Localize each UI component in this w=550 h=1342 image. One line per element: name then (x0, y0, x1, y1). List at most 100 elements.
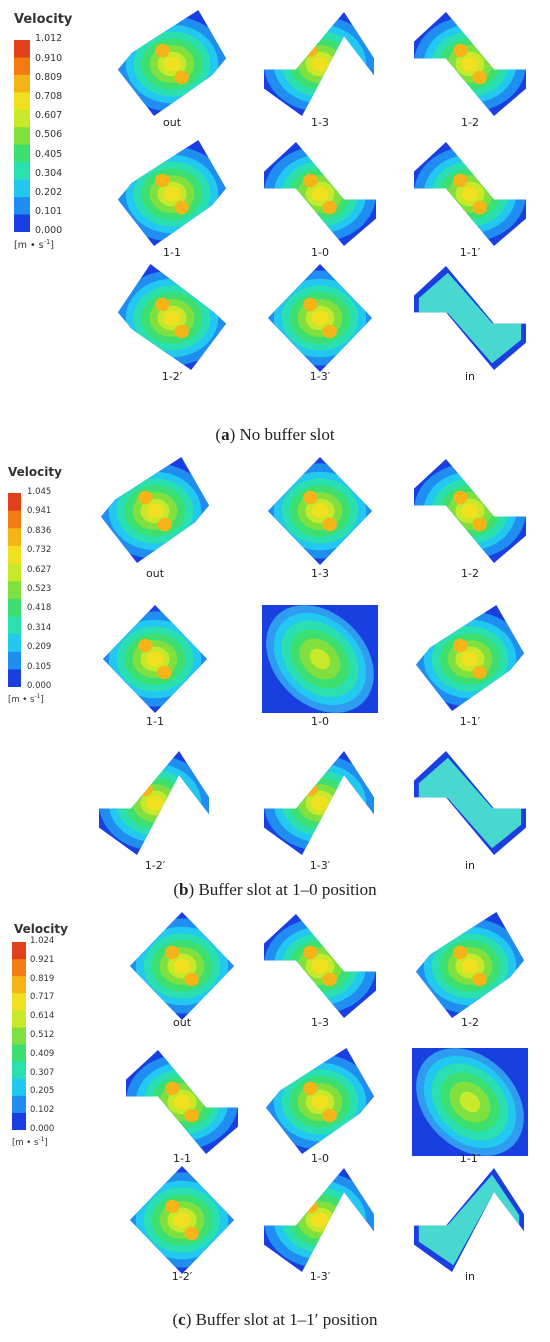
colorbar-tick-label: 1.045 (27, 487, 52, 498)
caption-text: Buffer slot at 1–0 position (198, 880, 377, 899)
colorbar-tick-label: 1.024 (30, 936, 55, 947)
colorbar-segment (8, 598, 21, 617)
colorbar-segment (8, 581, 21, 600)
slice-label: in (464, 859, 476, 872)
colorbar-tick-label: 0.607 (35, 110, 63, 122)
colorbar-tick-label: 0.512 (30, 1030, 55, 1041)
contour-slice-1-1′ (416, 605, 524, 711)
colorbar-tick-label: 0.000 (30, 1124, 55, 1135)
colorbar-segment (12, 1095, 26, 1114)
slice-label: 1-3 (311, 116, 329, 129)
caption-text: Buffer slot at 1–1′ position (195, 1310, 378, 1329)
colorbar-segment (8, 563, 21, 582)
colorbar-tick-label: 0.409 (30, 1048, 55, 1059)
slice-label: out (162, 116, 182, 129)
contour-slice-1-3 (268, 457, 372, 565)
colorbar-segment (12, 1112, 26, 1130)
colorbar-segment (8, 510, 21, 529)
slice-label: out (145, 567, 165, 580)
slice-label: 1-3′ (309, 370, 331, 383)
colorbar-segment (8, 493, 21, 512)
colorbar-tick-label: 0.809 (35, 71, 63, 83)
slice-label: in (464, 370, 476, 383)
contour-slice-in (414, 751, 526, 855)
colorbar-segment (8, 616, 21, 635)
colorbar-tick-label: 0.941 (27, 506, 52, 517)
contour-slice-1-2′ (118, 264, 226, 370)
colorbar (14, 40, 30, 232)
colorbar-segment (12, 976, 26, 994)
slice-label: 1-1 (146, 715, 164, 728)
colorbar-segment (14, 109, 30, 128)
colorbar-segment (12, 959, 26, 977)
slice-label: 1-3 (311, 1016, 329, 1029)
contour-slice-1-3′ (264, 1168, 374, 1272)
legend-title: Velocity (8, 465, 62, 479)
colorbar-tick-label: 0.614 (30, 1011, 55, 1022)
colorbar-segment (8, 634, 21, 653)
panel-caption: (a) No buffer slot (215, 425, 335, 444)
colorbar-segment (8, 528, 21, 547)
panel-b: Velocity 1.045 0.941 0.836 0.732 0.627 0.523 0.… (0, 455, 550, 910)
colorbar-segment (12, 1044, 26, 1063)
contour-slice-1-2 (416, 912, 524, 1018)
slice-label: 1-0 (311, 715, 329, 728)
legend-title: Velocity (14, 12, 73, 27)
caption-text: No buffer slot (239, 425, 335, 444)
contour-slice-1-2′ (99, 751, 209, 855)
velocity-unit: [m • s-1] (8, 693, 44, 705)
slice-label: in (464, 1270, 476, 1283)
contour-slice-1-0 (264, 142, 376, 246)
slice-label: 1-1 (163, 246, 181, 259)
colorbar-tick-label: 0.304 (35, 167, 63, 179)
colorbar-segment (12, 1061, 26, 1080)
colorbar-segment (8, 651, 21, 670)
colorbar-tick-label: 0.418 (27, 603, 52, 614)
caption-letter: a (221, 425, 230, 444)
slice-label: 1-3′ (309, 1270, 331, 1283)
contour-slice-1-2′ (130, 1166, 234, 1274)
slice-label: 1-2′ (144, 859, 166, 872)
contour-slice-1-0 (262, 605, 378, 713)
contour-slice-1-1′ (414, 142, 526, 246)
contour-slice-out (101, 457, 209, 563)
contour-slice-1-3′ (264, 751, 374, 855)
velocity-unit: [m • s-1] (14, 238, 54, 252)
colorbar-segment (8, 669, 21, 687)
colorbar-tick-label: 0.105 (27, 661, 52, 672)
panel-c: Velocity 1.024 0.921 0.819 0.717 0.614 0.512 0.… (0, 910, 550, 1340)
colorbar-tick-label: 0.708 (35, 90, 63, 102)
contour-slice-1-3′ (268, 264, 372, 372)
contour-slice-1-1 (118, 140, 226, 246)
colorbar-tick-label: 0.314 (27, 622, 52, 633)
panel-a: Velocity 1.012 0.910 0.809 0.708 0.607 0.506 0.… (0, 0, 550, 455)
contour-slice-out (118, 10, 226, 116)
caption-letter: c (178, 1310, 186, 1329)
colorbar (8, 493, 21, 687)
contour-slice-1-2 (414, 459, 526, 563)
colorbar-tick-label: 0.202 (35, 186, 63, 198)
slice-label: 1-1′ (459, 715, 481, 728)
colorbar-tick-label: 0.101 (35, 206, 63, 218)
colorbar-segment (14, 214, 30, 232)
contour-slice-1-3 (264, 12, 374, 116)
contour-slice-1-1 (103, 605, 207, 713)
slice-label: 1-2′ (161, 370, 183, 383)
colorbar-segment (14, 57, 30, 76)
contour-slice-in (414, 266, 526, 370)
colorbar-segment (14, 74, 30, 93)
slice-label: 1-0 (311, 246, 329, 259)
legend-title: Velocity (14, 922, 68, 936)
colorbar-tick-label: 0.000 (35, 225, 63, 237)
colorbar-segment (12, 1027, 26, 1046)
colorbar-tick-label: 0.819 (30, 973, 55, 984)
contour-slice-1-1′ (412, 1048, 528, 1156)
slice-label: 1-2 (461, 567, 479, 580)
colorbar-tick-label: 0.000 (27, 681, 52, 692)
caption-letter: b (179, 880, 189, 899)
slice-label: 1-2′ (171, 1270, 193, 1283)
colorbar-tick-label: 0.405 (35, 148, 63, 160)
colorbar-segment (14, 197, 30, 216)
colorbar-segment (12, 1078, 26, 1097)
panel-caption: (b) Buffer slot at 1–0 position (173, 880, 377, 899)
